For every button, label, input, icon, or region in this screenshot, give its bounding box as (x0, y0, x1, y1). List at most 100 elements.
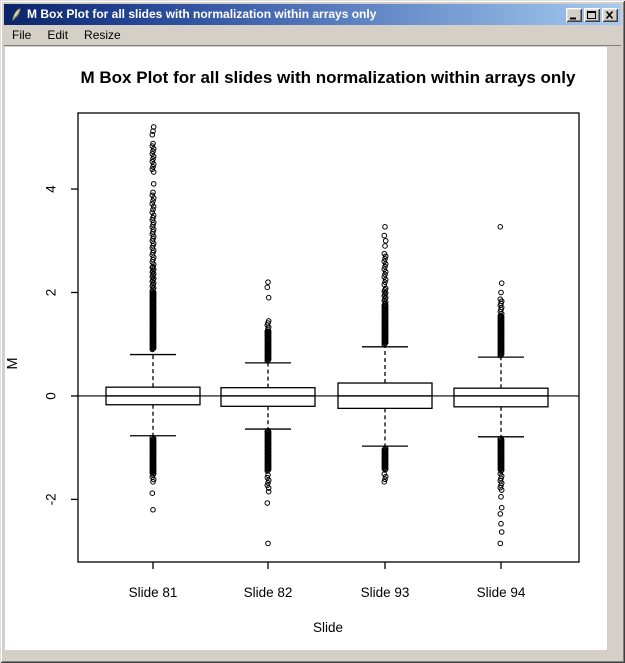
outlier-point (382, 446, 388, 452)
outlier-point (150, 189, 156, 196)
outlier-point (264, 482, 271, 489)
outlier-point (382, 237, 389, 244)
y-axis-tick-label: 2 (44, 289, 59, 297)
minimize-button[interactable] (566, 7, 582, 22)
boxplot-slide-82 (220, 279, 316, 547)
outlier-point (264, 474, 271, 481)
outlier-point (150, 203, 157, 210)
outlier-point (382, 271, 388, 278)
maximize-icon (587, 10, 596, 19)
outlier-point (150, 206, 156, 213)
plot-box (77, 112, 580, 563)
outlier-point (382, 243, 388, 249)
outlier-point (382, 256, 388, 262)
outlier-point (265, 318, 272, 324)
outlier-point (264, 500, 271, 506)
close-icon (605, 10, 614, 19)
outlier-point (381, 479, 388, 485)
outlier-point (265, 480, 271, 486)
outlier-point (381, 274, 388, 280)
outlier-point (149, 437, 156, 443)
outlier-point (497, 471, 504, 477)
boxplot-slide-81 (105, 124, 201, 513)
outlier-point (150, 195, 157, 201)
iqr-box (453, 387, 549, 408)
menu-item-file[interactable]: File (12, 27, 32, 42)
x-axis-label: Slide (313, 620, 343, 635)
outlier-point (265, 279, 271, 285)
menu-item-resize[interactable]: Resize (84, 27, 121, 42)
window-title: M Box Plot for all slides with normaliza… (27, 7, 377, 21)
outlier-point (265, 540, 271, 547)
outlier-point (265, 472, 271, 478)
outlier-point (265, 427, 271, 434)
outlier-point (382, 303, 388, 310)
close-button[interactable] (602, 7, 618, 22)
outlier-point (150, 163, 156, 170)
boxplot-figure: M Box Plot for all slides with normaliza… (5, 68, 580, 635)
outlier-point (149, 490, 156, 497)
outlier-point (150, 472, 156, 478)
outlier-point (381, 258, 388, 265)
outlier-point (498, 435, 504, 442)
outlier-point (149, 474, 156, 480)
outlier-point (150, 198, 156, 204)
outlier-point (497, 224, 504, 230)
menu-item-edit[interactable]: Edit (47, 27, 69, 42)
titlebar[interactable]: M Box Plot for all slides with normaliza… (4, 4, 621, 25)
outlier-point (382, 263, 388, 270)
outlier-point (150, 506, 156, 513)
outlier-point (150, 214, 156, 221)
outlier-point (150, 140, 156, 147)
outlier-point (497, 511, 504, 517)
outlier-point (382, 445, 389, 451)
outlier-point (150, 156, 156, 162)
outlier-point (381, 232, 388, 239)
outlier-point (382, 279, 388, 285)
outlier-point (497, 296, 504, 303)
outlier-point (265, 294, 272, 301)
outlier-point (149, 151, 156, 157)
outlier-point (498, 289, 504, 296)
outlier-point (149, 200, 156, 207)
boxplot-slide-93 (337, 224, 433, 485)
y-axis-tick-label: 0 (44, 392, 59, 400)
outlier-point (149, 435, 156, 441)
y-axis-tick-label: 4 (44, 185, 59, 193)
maximize-button[interactable] (584, 7, 600, 22)
outlier-point (265, 488, 272, 495)
outlier-point (149, 166, 156, 173)
x-axis-tick-label: Slide 93 (361, 585, 410, 600)
plot-canvas: M Box Plot for all slides with normaliza… (5, 47, 607, 650)
outlier-point (381, 250, 388, 257)
outlier-point (497, 540, 504, 547)
outlier-point (150, 124, 157, 130)
outlier-point (498, 280, 505, 286)
outlier-point (498, 494, 504, 500)
outlier-point (150, 181, 157, 187)
outlier-point (382, 476, 388, 483)
outlier-point (497, 436, 504, 442)
outlier-point (150, 148, 156, 155)
outlier-point (498, 520, 504, 527)
iqr-box (220, 387, 316, 407)
outlier-point (381, 281, 388, 288)
menubar: File Edit Resize (4, 25, 621, 46)
outlier-point (264, 430, 271, 437)
x-axis-tick-label: Slide 82 (244, 585, 293, 600)
outlier-point (149, 131, 156, 138)
outlier-point (498, 529, 505, 535)
outlier-point (381, 266, 388, 273)
outlier-point (382, 224, 388, 230)
outlier-point (150, 212, 157, 219)
outlier-point (264, 284, 271, 291)
x-axis-tick-label: Slide 94 (477, 585, 526, 600)
outlier-point (149, 209, 156, 216)
y-axis-label: M (5, 357, 21, 369)
outlier-point (149, 158, 156, 165)
window-controls (566, 7, 618, 22)
boxplot-slide-94 (453, 224, 549, 547)
y-axis-tick-label: -2 (44, 493, 59, 505)
minimize-icon (570, 17, 576, 19)
